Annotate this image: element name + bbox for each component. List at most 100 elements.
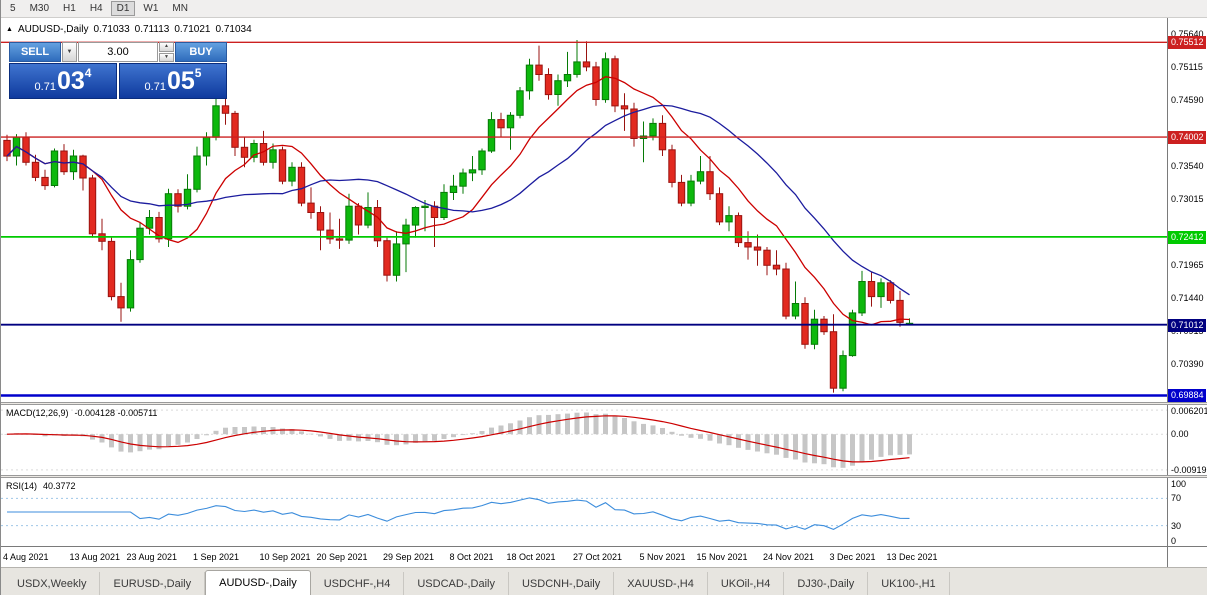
one-click-trading-panel: SELL ▼ ▲ ▼ BUY 0.71 03 4 <box>9 42 227 99</box>
date-axis-label: 13 Aug 2021 <box>69 552 121 562</box>
volume-stepper: ▲ ▼ <box>159 42 174 62</box>
panel-resize-handle[interactable] <box>1 475 1207 478</box>
chart-tab-eurusd-daily[interactable]: EURUSD-,Daily <box>100 572 206 595</box>
time-axis[interactable]: 4 Aug 2021 13 Aug 2021 23 Aug 2021 1 Sep 20… <box>1 546 1207 567</box>
date-axis-label: 23 Aug 2021 <box>126 552 178 562</box>
chart-tab-xauusd-h4[interactable]: XAUUSD-,H4 <box>614 572 708 595</box>
buy-button[interactable]: BUY <box>175 42 227 62</box>
price-level-badge: 0.72412 <box>1168 230 1206 244</box>
date-axis-label: 4 Aug 2021 <box>3 552 49 562</box>
rsi-value-label: 40.3772 <box>43 481 76 491</box>
main-chart-panel: ▲ AUDUSD-,Daily 0.71033 0.71113 0.71021 … <box>1 18 1207 402</box>
date-axis-label: 1 Sep 2021 <box>193 552 240 562</box>
macd-axis[interactable]: 0.006201 0.00 -0.00919 <box>1167 405 1207 475</box>
price-axis-label: 0.73540 <box>1171 161 1204 172</box>
macd-axis-label: 0.00 <box>1171 429 1189 440</box>
date-axis-label: 18 Oct 2021 <box>506 552 556 562</box>
timeframe-button-h1[interactable]: H1 <box>57 1 82 16</box>
price-axis-label: 0.73015 <box>1171 194 1204 205</box>
chart-tab-usdchf-h4[interactable]: USDCHF-,H4 <box>311 572 405 595</box>
volume-input[interactable] <box>78 42 158 62</box>
timeframe-toolbar: 5 M30 H1 H4 D1 W1 MN <box>1 0 1207 18</box>
chart-tab-audusd-daily[interactable]: AUDUSD-,Daily <box>205 570 311 595</box>
macd-name-label: MACD(12,26,9) <box>6 408 69 418</box>
date-axis-label: 27 Oct 2021 <box>573 552 623 562</box>
volume-dropdown-button[interactable]: ▼ <box>62 42 77 62</box>
rsi-plot[interactable]: RSI(14) 40.3772 <box>1 478 1167 546</box>
date-axis-label: 20 Sep 2021 <box>316 552 368 562</box>
axis-separator <box>1167 547 1168 567</box>
price-axis-label: 0.75640 <box>1171 29 1204 40</box>
date-axis-label: 3 Dec 2021 <box>829 552 876 562</box>
price-axis-label: 0.71440 <box>1171 292 1204 303</box>
chart-tab-usdx-weekly[interactable]: USDX,Weekly <box>4 572 101 595</box>
buy-price-prefix: 0.71 <box>144 81 166 93</box>
price-axis-label: 0.75115 <box>1171 62 1203 73</box>
price-axis-label: 0.74590 <box>1171 95 1204 106</box>
ohlc-low: 0.71021 <box>174 24 211 35</box>
timeframe-button-w1[interactable]: W1 <box>137 1 164 16</box>
date-axis-label: 29 Sep 2021 <box>383 552 435 562</box>
date-axis-label: 10 Sep 2021 <box>259 552 311 562</box>
ohlc-high: 0.71113 <box>134 24 170 35</box>
macd-values-label: -0.004128 -0.005711 <box>74 408 158 418</box>
chart-symbol-label: AUDUSD-,Daily <box>17 24 89 35</box>
date-axis-label: 24 Nov 2021 <box>763 552 815 562</box>
rsi-chart[interactable] <box>1 478 1167 546</box>
macd-axis-label: 0.006201 <box>1171 406 1207 416</box>
rsi-axis-label: 0 <box>1171 536 1177 546</box>
timeframe-button-d1[interactable]: D1 <box>110 1 136 16</box>
price-level-badge: 0.71012 <box>1168 318 1206 332</box>
macd-label-row: MACD(12,26,9) -0.004128 -0.005711 <box>6 408 157 418</box>
rsi-label-row: RSI(14) 40.3772 <box>6 481 76 491</box>
date-axis-label: 15 Nov 2021 <box>696 552 748 562</box>
volume-up-button[interactable]: ▲ <box>159 42 174 52</box>
sell-price-pips: 03 <box>56 67 85 95</box>
dropdown-icon: ▼ <box>66 49 73 55</box>
chart-header: ▲ AUDUSD-,Daily 0.71033 0.71113 0.71021 … <box>6 24 252 35</box>
sell-price-point: 4 <box>84 66 92 80</box>
rsi-axis-label: 30 <box>1171 520 1182 531</box>
rsi-axis[interactable]: 100 70 30 0 <box>1167 478 1207 546</box>
ohlc-close: 0.71034 <box>215 24 252 35</box>
date-axis-label: 8 Oct 2021 <box>449 552 494 562</box>
spin-down-icon: ▼ <box>164 53 169 60</box>
macd-plot[interactable]: MACD(12,26,9) -0.004128 -0.005711 <box>1 405 1167 475</box>
buy-price-display[interactable]: 0.71 05 5 <box>119 63 227 99</box>
price-level-badge: 0.69884 <box>1168 389 1206 402</box>
candlestick-chart[interactable] <box>1 18 1167 402</box>
chart-collapse-icon[interactable]: ▲ <box>6 26 13 33</box>
macd-chart[interactable] <box>1 405 1167 475</box>
price-level-badge: 0.74002 <box>1168 131 1206 145</box>
timeframe-button-h4[interactable]: H4 <box>84 1 109 16</box>
rsi-axis-label: 70 <box>1171 493 1182 504</box>
date-axis-label: 5 Nov 2021 <box>639 552 686 562</box>
buy-price-point: 5 <box>194 66 202 80</box>
chart-tab-usdcad-daily[interactable]: USDCAD-,Daily <box>404 572 509 595</box>
buy-price-pips: 05 <box>166 67 195 95</box>
timeframe-button-mn[interactable]: MN <box>166 1 194 16</box>
rsi-panel: RSI(14) 40.3772 100 70 30 0 <box>1 478 1207 546</box>
price-axis[interactable]: 0.75640 0.75115 0.74590 0.73540 0.73015 0.719… <box>1167 18 1207 402</box>
chart-tab-bar: USDX,Weekly EURUSD-,Daily AUDUSD-,Daily USD… <box>1 567 1207 595</box>
main-chart-plot[interactable]: ▲ AUDUSD-,Daily 0.71033 0.71113 0.71021 … <box>1 18 1167 402</box>
sell-price-display[interactable]: 0.71 03 4 <box>9 63 117 99</box>
timeframe-button-5[interactable]: 5 <box>4 1 22 16</box>
price-level-badge: 0.75512 <box>1168 36 1206 50</box>
chart-tab-usdcnh-daily[interactable]: USDCNH-,Daily <box>509 572 615 595</box>
chart-tab-uk100-h1[interactable]: UK100-,H1 <box>868 572 950 595</box>
macd-axis-label: -0.00919 <box>1171 464 1207 475</box>
price-axis-label: 0.70390 <box>1171 358 1204 369</box>
chart-tab-dj30-daily[interactable]: DJ30-,Daily <box>784 572 869 595</box>
panel-resize-handle[interactable] <box>1 402 1207 405</box>
chart-tab-ukoil-h4[interactable]: UKOil-,H4 <box>708 572 785 595</box>
timeframe-button-m30[interactable]: M30 <box>24 1 55 16</box>
date-axis-label: 13 Dec 2021 <box>886 552 938 562</box>
rsi-axis-label: 100 <box>1171 479 1187 489</box>
sell-price-prefix: 0.71 <box>34 81 56 93</box>
volume-down-button[interactable]: ▼ <box>159 52 174 62</box>
ohlc-open: 0.71033 <box>93 24 130 35</box>
sell-button[interactable]: SELL <box>9 42 61 62</box>
rsi-name-label: RSI(14) <box>6 481 38 491</box>
